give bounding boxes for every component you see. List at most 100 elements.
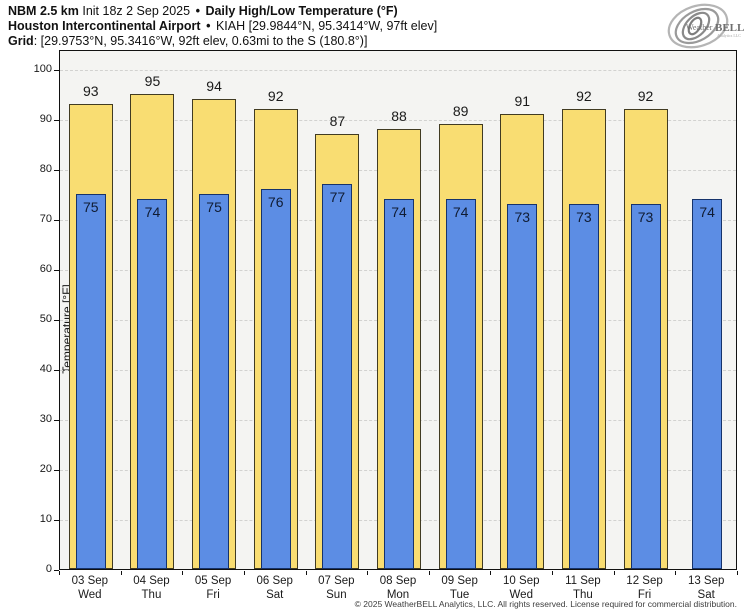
low-bar [692,199,723,569]
x-category-date: 11 Sep [565,575,601,587]
x-category-day: Tue [449,589,470,601]
station-details: KIAH [29.9844°N, 95.3414°W, 97ft elev] [215,19,438,33]
x-category-label: 03 Sep Wed [59,574,121,602]
y-tick-label: 10 [39,513,52,525]
x-tick-mark [182,571,184,575]
y-tick-label: 100 [33,63,52,75]
grid-label: Grid [8,34,34,48]
x-tick-mark [243,571,245,575]
x-tick-mark [490,571,492,575]
high-value-label: 87 [329,113,346,129]
x-category-day: Fri [206,589,220,601]
low-value-label: 73 [514,209,531,225]
low-bar [199,194,230,569]
high-value-label: 92 [267,88,284,104]
header-line-1: NBM 2.5 km Init 18z 2 Sep 2025 • Daily H… [8,4,437,19]
y-tick-mark [54,170,59,171]
weatherbell-logo: Weather BELL Analytics LLC [667,3,744,49]
x-category-label: 13 Sep Sat [675,574,737,602]
high-value-label: 88 [391,108,407,124]
bullet-separator: • [195,4,200,18]
y-tick-label: 90 [39,113,52,125]
low-bar [322,184,353,569]
x-category-day: Wed [509,589,533,601]
x-category-day: Wed [78,589,102,601]
x-category-day: Sun [326,589,347,601]
x-tick-mark [737,571,738,575]
y-tick-mark [54,570,59,571]
low-bar [568,204,599,569]
x-category-date: 04 Sep [133,575,170,587]
x-category-date: 13 Sep [687,575,725,587]
x-category-label: 04 Sep Thu [120,574,182,602]
y-tick-mark [54,520,59,521]
init-time: Init 18z 2 Sep 2025 [82,4,191,18]
x-category-date: 05 Sep [194,575,232,587]
x-category-day: Fri [637,589,652,601]
copyright-notice: © 2025 WeatherBELL Analytics, LLC. All r… [354,599,737,609]
x-category-date: 03 Sep [71,575,109,587]
low-value-label: 77 [329,189,346,205]
low-bar [630,204,661,569]
y-tick-label: 40 [39,363,52,375]
high-value-label: 92 [637,88,654,104]
low-bar [260,189,291,569]
x-category-label: 06 Sep Sat [244,574,306,602]
high-value-label: 89 [452,103,469,119]
x-category-day: Thu [572,589,593,601]
y-tick-label: 50 [39,313,52,325]
x-category-label: 11 Sep Thu [552,574,614,602]
x-category-day: Mon [386,589,410,601]
y-tick-mark [54,120,59,121]
x-category-date: 09 Sep [441,575,478,587]
y-tick-mark [54,220,59,221]
x-category-label: 09 Sep Tue [429,574,491,602]
x-category-day: Thu [141,589,162,601]
y-tick-mark [54,320,59,321]
x-tick-mark [120,571,122,575]
high-value-label: 91 [514,93,531,109]
logo-tagline: Analytics LLC [717,33,741,38]
plot-area: Temperature [°F] 93 75 95 74 94 75 92 76 87 77 88 7… [59,50,737,570]
x-tick-mark [613,571,615,575]
x-tick-mark [428,571,430,575]
x-tick-mark [367,571,369,575]
y-tick-mark [54,420,59,421]
y-tick-label: 30 [39,413,52,425]
low-value-label: 74 [391,204,407,220]
header-line-2: Houston Intercontinental Airport • KIAH … [8,19,437,34]
y-tick-label: 60 [39,263,52,275]
x-tick-mark [552,571,554,575]
x-tick-mark [675,571,677,575]
y-tick-label: 20 [39,463,52,475]
high-value-label: 94 [206,78,222,94]
y-tick-label: 0 [45,563,52,575]
y-tick-label: 70 [39,213,52,225]
gridline [60,70,736,71]
low-bar [137,199,168,569]
station-name: Houston Intercontinental Airport [8,19,201,33]
low-bar [445,199,476,569]
x-category-label: 10 Sep Wed [490,574,552,602]
model-name: NBM 2.5 km [8,4,79,18]
y-tick-mark [54,470,59,471]
high-value-label: 95 [144,73,161,89]
x-category-label: 07 Sep Sun [305,574,367,602]
y-tick-label: 80 [39,163,52,175]
low-bar [384,199,414,569]
low-value-label: 74 [452,204,469,220]
gridline [60,120,736,121]
x-category-day: Sat [266,589,284,601]
header-line-3: Grid: [29.9753°N, 95.3416°W, 92ft elev, … [8,34,437,49]
low-value-label: 75 [83,199,99,215]
high-value-label: 93 [83,83,99,99]
x-category-date: 12 Sep [626,575,663,587]
y-tick-mark [54,270,59,271]
low-value-label: 76 [267,194,284,210]
low-bar [75,194,106,569]
x-category-label: 08 Sep Mon [367,574,429,602]
y-tick-mark [54,370,59,371]
low-value-label: 75 [206,199,222,215]
x-tick-mark [59,571,60,575]
